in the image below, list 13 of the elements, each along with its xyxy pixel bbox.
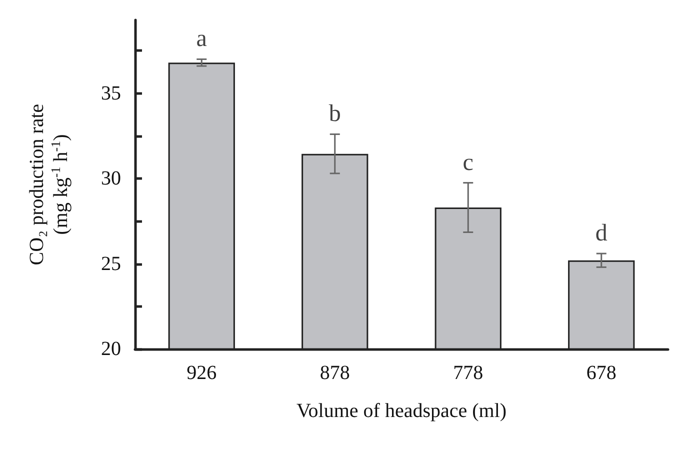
x-axis-title: Volume of headspace (ml)	[296, 400, 507, 422]
x-tick-label: 778	[453, 362, 484, 384]
y-tick-label: 35	[101, 82, 121, 104]
annotation: b	[328, 101, 341, 128]
x-tick-label: 678	[586, 362, 616, 384]
x-tick-label: 926	[186, 362, 217, 384]
y-tick-label: 20	[101, 338, 121, 360]
annotation: d	[595, 220, 608, 247]
y-tick-label: 25	[101, 252, 121, 275]
x-tick-label: 878	[320, 362, 350, 384]
annotation: a	[196, 26, 208, 52]
annotation: c	[462, 150, 474, 176]
y-tick-label: 30	[101, 168, 121, 190]
